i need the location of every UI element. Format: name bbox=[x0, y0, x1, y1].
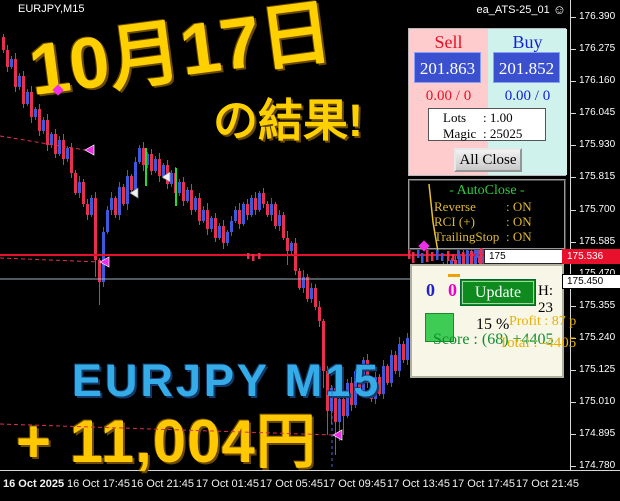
price-axis-label: 176.275 bbox=[579, 43, 616, 54]
autoclose-panel: - AutoClose - Reverse : ON RCI (+) : ON … bbox=[408, 179, 566, 250]
price-axis-tick bbox=[571, 81, 576, 82]
lots-label: Lots bbox=[443, 110, 467, 125]
level-price-badge: 175.450 bbox=[562, 274, 620, 289]
sell-stats: 0.00 / 0 bbox=[425, 88, 472, 104]
time-axis-label: 17 Oct 17:45 bbox=[452, 478, 515, 490]
autoclose-row-reverse: Reverse : ON bbox=[410, 199, 564, 214]
price-axis-label: 175.125 bbox=[579, 364, 616, 375]
price-axis-label: 175.700 bbox=[579, 204, 616, 215]
lots-value: : 1.00 bbox=[483, 110, 513, 125]
price-axis-label: 175.815 bbox=[579, 171, 616, 182]
sell-label: Sell bbox=[434, 32, 463, 52]
time-axis-label: 16 Oct 17:45 bbox=[67, 478, 130, 490]
total-label: Total : -4405 bbox=[499, 335, 577, 351]
all-close-button[interactable]: All Close bbox=[454, 148, 522, 172]
update-panel: 0 0 Update H: 23 15 % bbox=[410, 264, 564, 378]
trailingstop-value: : ON bbox=[506, 229, 532, 244]
price-axis-label: 174.780 bbox=[579, 460, 616, 471]
price-axis-label: 176.045 bbox=[579, 107, 616, 118]
price-axis-tick bbox=[571, 338, 576, 339]
trade-panel: Sell 201.863 0.00 / 0 Buy 201.852 0.00 /… bbox=[408, 28, 567, 176]
buy-stats: 0.00 / 0 bbox=[504, 88, 551, 104]
buy-price-button[interactable]: 201.852 bbox=[493, 52, 560, 83]
price-axis-tick bbox=[571, 17, 576, 18]
price-axis: 176.390 176.275 176.160 176.045 175.930 175.8… bbox=[570, 0, 620, 471]
ea-name: ea_ATS-25_01 bbox=[476, 3, 550, 16]
counter-blue: 0 bbox=[426, 280, 435, 300]
price-axis-tick bbox=[571, 306, 576, 307]
profit-overlay-text: + 11,004円 bbox=[16, 408, 317, 475]
price-axis-label: 176.160 bbox=[579, 75, 616, 86]
update-button[interactable]: Update bbox=[460, 279, 536, 306]
reverse-label: Reverse bbox=[434, 199, 476, 214]
autoclose-row-rci: RCI (+) : ON bbox=[410, 214, 564, 229]
price-axis-tick bbox=[571, 113, 576, 114]
magic-value: : 25025 bbox=[483, 126, 523, 141]
price-axis-tick bbox=[571, 177, 576, 178]
price-axis-tick bbox=[571, 466, 576, 467]
price-axis-label: 175.355 bbox=[579, 300, 616, 311]
reverse-value: : ON bbox=[506, 199, 532, 214]
price-axis-tick bbox=[571, 210, 576, 211]
price-axis-tick bbox=[571, 434, 576, 435]
headline-result-text: の結果! bbox=[213, 95, 363, 146]
rci-label: RCI (+) bbox=[434, 214, 475, 229]
sell-section: Sell 201.863 0.00 / 0 bbox=[409, 29, 488, 175]
price-axis-tick bbox=[571, 49, 576, 50]
line-price-box: 175 bbox=[484, 249, 570, 264]
score-label: Score : (68) +4405 bbox=[433, 331, 554, 348]
trailingstop-label: TrailingStop bbox=[434, 229, 500, 244]
price-axis-tick bbox=[571, 242, 576, 243]
time-axis-label: 17 Oct 01:45 bbox=[196, 478, 259, 490]
time-axis-label: 17 Oct 13:45 bbox=[387, 478, 450, 490]
buy-label: Buy bbox=[512, 32, 543, 52]
autoclose-row-trailingstop: TrailingStop : ON bbox=[410, 229, 564, 244]
chart-symbol-title: EURJPY,M15 bbox=[18, 3, 85, 15]
time-axis-label: 16 Oct 21:45 bbox=[131, 478, 194, 490]
status-checkbox[interactable] bbox=[425, 313, 454, 342]
price-axis-tick bbox=[571, 402, 576, 403]
price-axis-label: 175.930 bbox=[579, 139, 616, 150]
percent-value: 15 % bbox=[476, 316, 510, 333]
lots-magic-box: Lots : 1.00 Magic : 25025 bbox=[428, 108, 546, 141]
time-axis-label: 17 Oct 21:45 bbox=[516, 478, 579, 490]
price-axis-tick bbox=[571, 370, 576, 371]
pair-overlay-text: EURJPY M15 bbox=[72, 355, 382, 406]
price-axis-tick bbox=[571, 145, 576, 146]
price-axis-label: 175.240 bbox=[579, 332, 616, 343]
price-axis-label: 174.895 bbox=[579, 428, 616, 439]
rci-value: : ON bbox=[506, 214, 532, 229]
time-axis-label: 17 Oct 09:45 bbox=[323, 478, 386, 490]
h-counter: H: 23 bbox=[538, 283, 553, 316]
time-axis-label: 16 Oct 2025 bbox=[3, 478, 65, 490]
ea-smiley-icon: ☺ bbox=[552, 2, 566, 17]
profit-pips-label: Profit : 87 p bbox=[509, 314, 577, 329]
counter-dash bbox=[448, 274, 460, 277]
price-axis-label: 175.470 bbox=[579, 268, 615, 279]
sell-price-button[interactable]: 201.863 bbox=[414, 52, 481, 83]
price-axis-label: 175.585 bbox=[579, 236, 616, 247]
price-axis-label: 175.010 bbox=[579, 396, 616, 407]
time-axis-label: 17 Oct 05:45 bbox=[260, 478, 323, 490]
ea-title-strip: ea_ATS-25_01 ☺ bbox=[477, 3, 566, 16]
counter-magenta: 0 bbox=[448, 280, 457, 300]
autoclose-title: - AutoClose - bbox=[449, 183, 525, 198]
time-axis: 16 Oct 2025 16 Oct 17:45 16 Oct 21:45 17 Oc… bbox=[0, 470, 620, 501]
bid-price-badge: 175.536 bbox=[562, 249, 620, 264]
price-axis-label: 176.390 bbox=[579, 11, 616, 22]
magic-label: Magic bbox=[443, 126, 477, 141]
